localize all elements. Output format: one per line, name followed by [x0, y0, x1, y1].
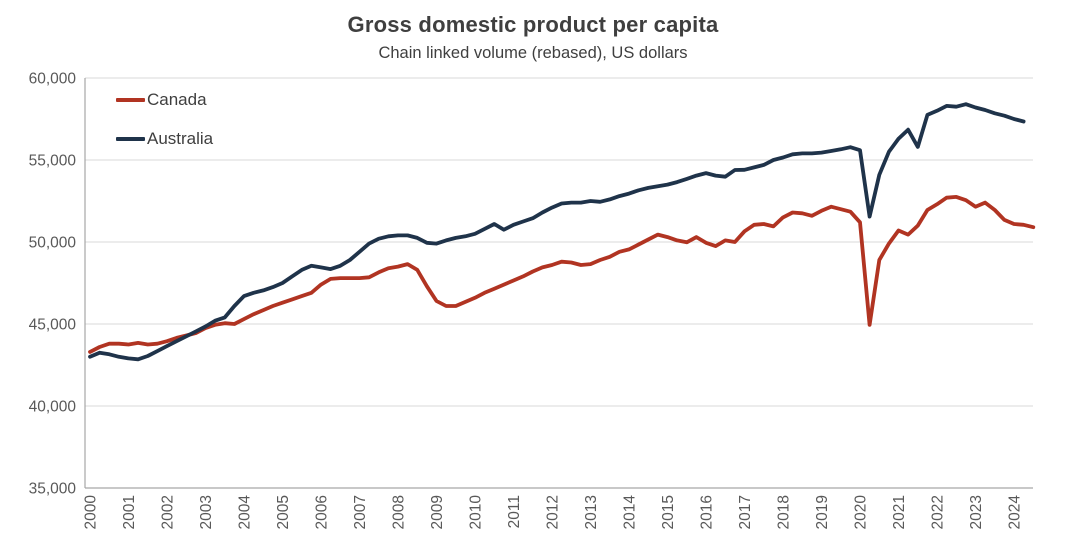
- legend-item-canada: Canada: [116, 88, 213, 112]
- series-line-canada: [88, 194, 1036, 354]
- x-axis-tick-label: 2001: [121, 495, 138, 529]
- legend-label-canada: Canada: [147, 90, 207, 109]
- x-axis-tick-label: 2009: [429, 495, 446, 529]
- x-axis-tick-label: 2012: [545, 495, 562, 529]
- x-axis-tick-label: 2007: [352, 495, 369, 529]
- y-axis-tick-label: 50,000: [29, 235, 77, 252]
- y-axis-tick-label: 60,000: [29, 71, 77, 88]
- x-axis-tick-label: 2024: [1007, 495, 1024, 530]
- x-axis-tick-label: 2019: [814, 495, 831, 529]
- x-axis-tick-label: 2022: [930, 495, 947, 529]
- x-axis-tick-label: 2006: [314, 495, 331, 529]
- x-axis-tick-label: 2010: [468, 495, 485, 530]
- x-axis-tick-label: 2003: [198, 495, 215, 529]
- x-axis-tick-label: 2016: [699, 495, 716, 529]
- series-line-australia: [88, 102, 1026, 362]
- y-axis-tick-label: 40,000: [29, 399, 77, 416]
- x-axis-tick-label: 2014: [622, 495, 639, 530]
- y-axis-tick-label: 35,000: [29, 481, 77, 498]
- x-axis-tick-label: 2023: [968, 495, 985, 529]
- australia-line-swatch: [116, 137, 145, 141]
- legend-label-australia: Australia: [147, 129, 214, 148]
- x-axis-tick-label: 2013: [583, 495, 600, 529]
- canada-line-swatch: [116, 98, 145, 102]
- y-axis-tick-label: 55,000: [29, 153, 77, 170]
- x-axis-tick-label: 2021: [891, 495, 908, 529]
- x-axis-tick-label: 2005: [275, 495, 292, 529]
- legend-item-australia: Australia: [116, 127, 213, 151]
- x-axis-tick-label: 2020: [853, 495, 870, 530]
- x-axis-tick-label: 2018: [776, 495, 793, 529]
- x-axis-tick-label: 2002: [160, 495, 177, 529]
- x-axis-tick-label: 2017: [737, 495, 754, 529]
- x-axis-tick-label: 2000: [83, 495, 100, 530]
- x-axis-tick-label: 2008: [391, 495, 408, 529]
- chart-subtitle: Chain linked volume (rebased), US dollar…: [378, 44, 688, 62]
- x-axis-tick-label: 2004: [237, 495, 254, 530]
- legend: Canada Australia: [116, 88, 213, 166]
- chart-title: Gross domestic product per capita: [347, 12, 719, 37]
- y-axis-tick-label: 45,000: [29, 317, 77, 334]
- x-axis-tick-label: 2015: [660, 495, 677, 529]
- x-axis-tick-label: 2011: [506, 495, 523, 528]
